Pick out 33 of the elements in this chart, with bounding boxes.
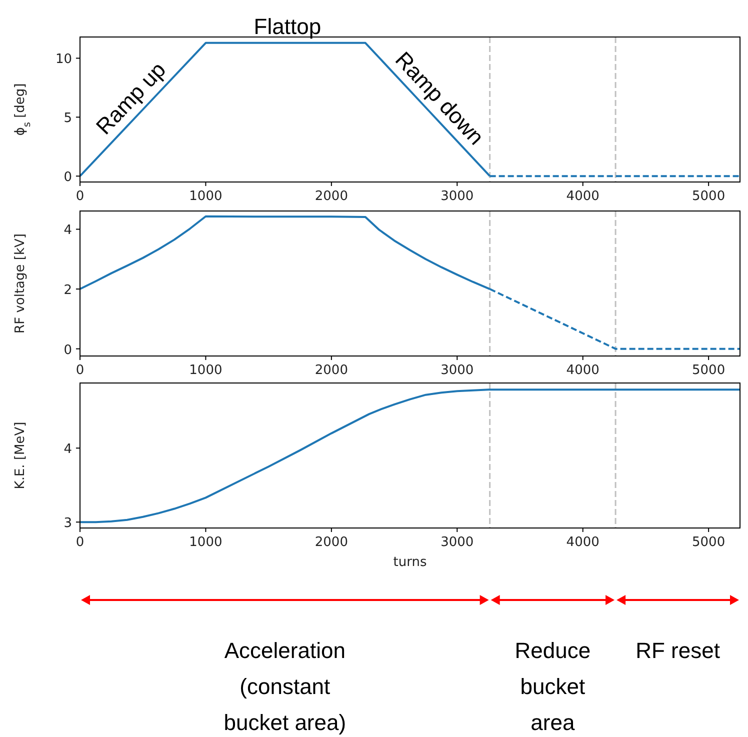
y-tick-label: 2 [64,283,72,298]
x-tick-label: 0 [76,535,84,550]
x-tick-label: 3000 [440,535,474,550]
y-tick-label: 4 [64,223,72,238]
x-tick-label: 3000 [440,189,474,204]
y-tick-label: 3 [64,516,72,532]
x-tick-label: 4000 [566,189,600,204]
x-tick-label: 4000 [566,535,600,550]
annotation: Flattop [254,14,322,39]
x-tick-label: 5000 [692,535,726,550]
text: RF reset [636,638,720,663]
x-tick-label: 1000 [189,363,222,378]
y-tick-label: 0 [64,170,72,186]
y-tick-label: 10 [55,52,72,68]
x-tick-label: 1000 [189,189,222,204]
x-tick-label: 5000 [692,189,726,204]
x-tick-label: 5000 [692,363,726,378]
x-tick-label: 1000 [189,535,222,550]
x-tick-label: 3000 [440,363,474,378]
x-tick-label: 4000 [566,363,600,378]
y-axis-title: RF voltage [kV] [13,234,28,334]
y-axis-title: K.E. [MeV] [13,422,28,490]
x-tick-label: 2000 [314,535,348,550]
x-tick-label: 2000 [314,363,348,378]
y-tick-label: 0 [64,342,72,358]
x-tick-label: 0 [76,189,84,204]
x-tick-label: 0 [76,363,84,378]
y-tick-label: 5 [64,111,72,126]
x-tick-label: 2000 [314,189,348,204]
text: Acceleration (constant bucket area) [224,638,346,735]
x-axis-title: turns [393,555,427,570]
y-tick-label: 4 [64,442,72,458]
text: Reduce bucket area [514,638,591,735]
